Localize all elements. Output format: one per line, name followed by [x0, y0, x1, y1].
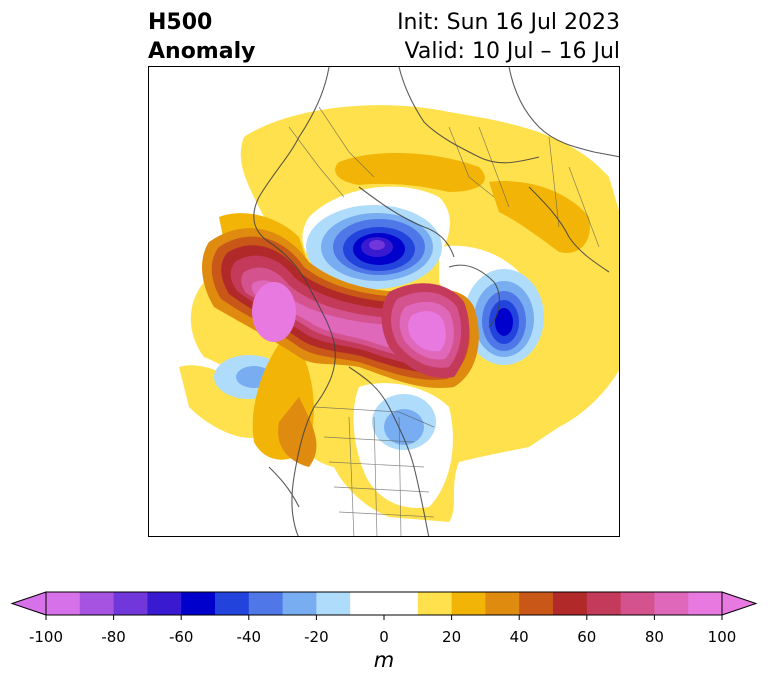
valid-period: Valid: 10 Jul – 16 Jul [404, 39, 620, 64]
colorbar-tick-label: -40 [236, 628, 262, 646]
colorbar-segment [181, 592, 216, 615]
orange-anomaly-bands [219, 152, 590, 467]
colorbar-segment [147, 592, 182, 615]
colorbar-segment [485, 592, 520, 615]
yellow-anomaly-pacific [179, 365, 267, 438]
colorbar-segment [282, 592, 317, 615]
arctic-trough [306, 205, 442, 289]
colorbar-tick-label: 0 [379, 628, 389, 646]
colorbar-segment [688, 592, 723, 615]
colorbar-segment [215, 592, 250, 615]
colorbar-tick-label: 40 [509, 628, 529, 646]
colorbar-segment [654, 592, 689, 615]
colorbar-tick-label: 60 [577, 628, 597, 646]
colorbar-tick-label: -80 [101, 628, 126, 646]
colorbar-over-arrow [721, 591, 758, 616]
colorbar [10, 591, 758, 620]
colorbar-segment [519, 592, 554, 615]
title-variable: H500 [148, 10, 213, 35]
greenland-ridge [381, 283, 470, 378]
atlantic-trough [464, 269, 544, 365]
colorbar-tick-label: 80 [644, 628, 664, 646]
colorbar-tick-label: -100 [28, 628, 64, 646]
colorbar-segment [248, 592, 284, 615]
colorbar-tick-label: 100 [707, 628, 737, 646]
anomaly-map [149, 67, 619, 536]
colorbar-tick-label: 20 [442, 628, 462, 646]
init-time: Init: Sun 16 Jul 2023 [397, 10, 620, 35]
colorbar-segment [350, 592, 419, 615]
colorbar-segment [586, 592, 622, 615]
west-canada-ridge [252, 282, 296, 342]
coastlines [253, 67, 619, 536]
colorbar-segment [113, 592, 148, 615]
colorbar-unit: m [373, 648, 395, 672]
colorbar-segments [46, 592, 723, 615]
title-field-type: Anomaly [148, 39, 256, 64]
colorbar-segment [451, 592, 486, 615]
map-panel [148, 66, 620, 537]
map-subtitle: Init: Sun 16 Jul 2023 Valid: 10 Jul – 16… [397, 8, 620, 66]
political-borders [288, 106, 600, 536]
colorbar-segment [553, 592, 588, 615]
colorbar-segment [417, 592, 453, 615]
colorbar-segment [46, 592, 81, 615]
colorbar-segment [79, 592, 115, 615]
colorbar-segment [620, 592, 655, 615]
colorbar-ticks [45, 615, 723, 620]
colorbar-segment [316, 592, 351, 615]
map-title: H500 Anomaly [148, 8, 255, 66]
colorbar-tick-label: -20 [304, 628, 329, 646]
colorbar-under-arrow [10, 591, 47, 616]
colorbar-tick-label: -60 [168, 628, 194, 646]
